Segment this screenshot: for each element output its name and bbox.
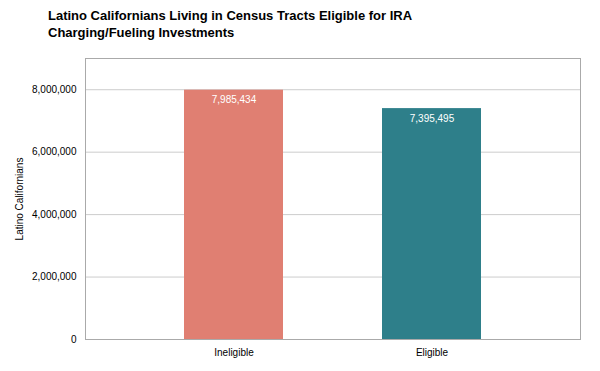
svg-text:6,000,000: 6,000,000 — [32, 146, 77, 157]
svg-text:Latino Californians: Latino Californians — [14, 157, 25, 240]
svg-text:8,000,000: 8,000,000 — [32, 84, 77, 95]
svg-text:4,000,000: 4,000,000 — [32, 209, 77, 220]
html-text:Latino Californians Living in: Latino Californians Living in Census Tra… — [48, 8, 413, 40]
svg-text:7,985,434: 7,985,434 — [212, 94, 257, 105]
svg-text:Ineligible: Ineligible — [214, 346, 254, 357]
svg-text:2,000,000: 2,000,000 — [32, 271, 77, 282]
svg-text:0: 0 — [71, 333, 77, 344]
svg-text:7,395,495: 7,395,495 — [410, 112, 455, 123]
svg-text:Eligible: Eligible — [416, 346, 449, 357]
